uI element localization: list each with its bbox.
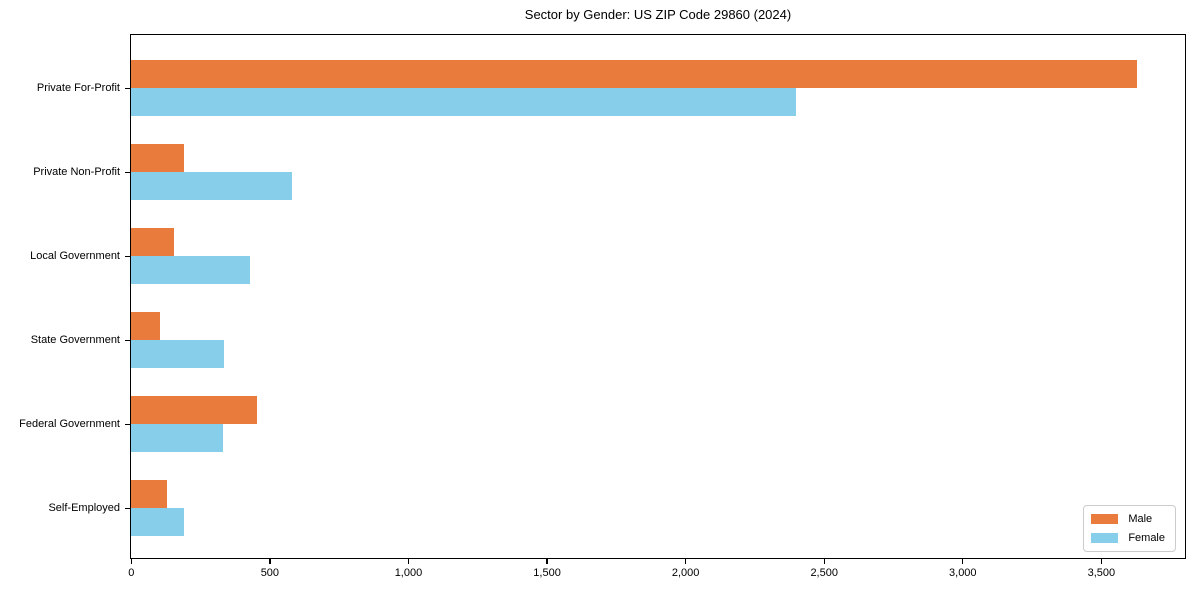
male-series-swatch <box>1091 514 1119 524</box>
y-tick-label-self-employed: Self-Employed <box>48 502 120 515</box>
x-tick-label: 2,500 <box>810 567 838 579</box>
y-tick-label-local-government: Local Government <box>30 250 120 263</box>
y-tick-label-private-for-profit: Private For-Profit <box>36 82 120 95</box>
y-tick-label-federal-government: Federal Government <box>19 418 120 431</box>
x-tick-mark <box>269 559 271 564</box>
x-tick-mark <box>962 559 964 564</box>
bar-female-private-for-profit <box>131 88 797 116</box>
legend-label-male: Male <box>1128 513 1153 525</box>
legend-item-female: Female <box>1091 532 1165 544</box>
bar-male-federal-government <box>131 396 258 424</box>
x-tick-mark <box>407 559 410 564</box>
x-tick-label: 0 <box>128 567 135 579</box>
bar-female-state-government <box>131 340 224 368</box>
bar-male-private-for-profit <box>131 60 1138 88</box>
x-tick-mark <box>546 559 548 564</box>
legend: Male Female <box>1083 505 1176 552</box>
x-tick-mark <box>130 559 132 564</box>
y-tick-mark <box>125 87 130 89</box>
legend-item-male: Male <box>1091 513 1165 525</box>
legend-label-female: Female <box>1128 532 1165 544</box>
x-tick-label: 3,000 <box>949 567 977 579</box>
bar-female-federal-government <box>131 424 223 452</box>
y-tick-mark <box>125 255 130 257</box>
x-tick-mark <box>1100 559 1103 564</box>
bar-male-private-non-profit <box>131 144 184 172</box>
y-tick-mark <box>125 507 130 509</box>
x-tick-label: 3,500 <box>1087 567 1116 579</box>
bar-female-local-government <box>131 256 251 284</box>
y-tick-mark <box>125 423 130 425</box>
bar-male-self-employed <box>131 480 167 508</box>
x-tick-mark <box>823 559 825 564</box>
bar-female-self-employed <box>131 508 184 536</box>
x-tick-label: 1,500 <box>533 567 561 579</box>
y-tick-label-private-non-profit: Private Non-Profit <box>33 166 120 179</box>
y-tick-mark <box>125 339 130 341</box>
x-tick-label: 500 <box>260 567 280 579</box>
bar-male-state-government <box>131 312 161 340</box>
y-tick-label-state-government: State Government <box>30 334 120 347</box>
y-tick-mark <box>125 171 130 173</box>
x-tick-label: 2,000 <box>671 567 700 579</box>
bar-female-private-non-profit <box>131 172 292 200</box>
plot-area: Male Female <box>130 34 1186 559</box>
x-tick-mark <box>684 559 687 564</box>
chart-title: Sector by Gender: US ZIP Code 29860 (202… <box>524 7 792 22</box>
bar-male-local-government <box>131 228 174 256</box>
female-series-swatch <box>1091 533 1119 543</box>
x-tick-label: 1,000 <box>394 567 423 579</box>
